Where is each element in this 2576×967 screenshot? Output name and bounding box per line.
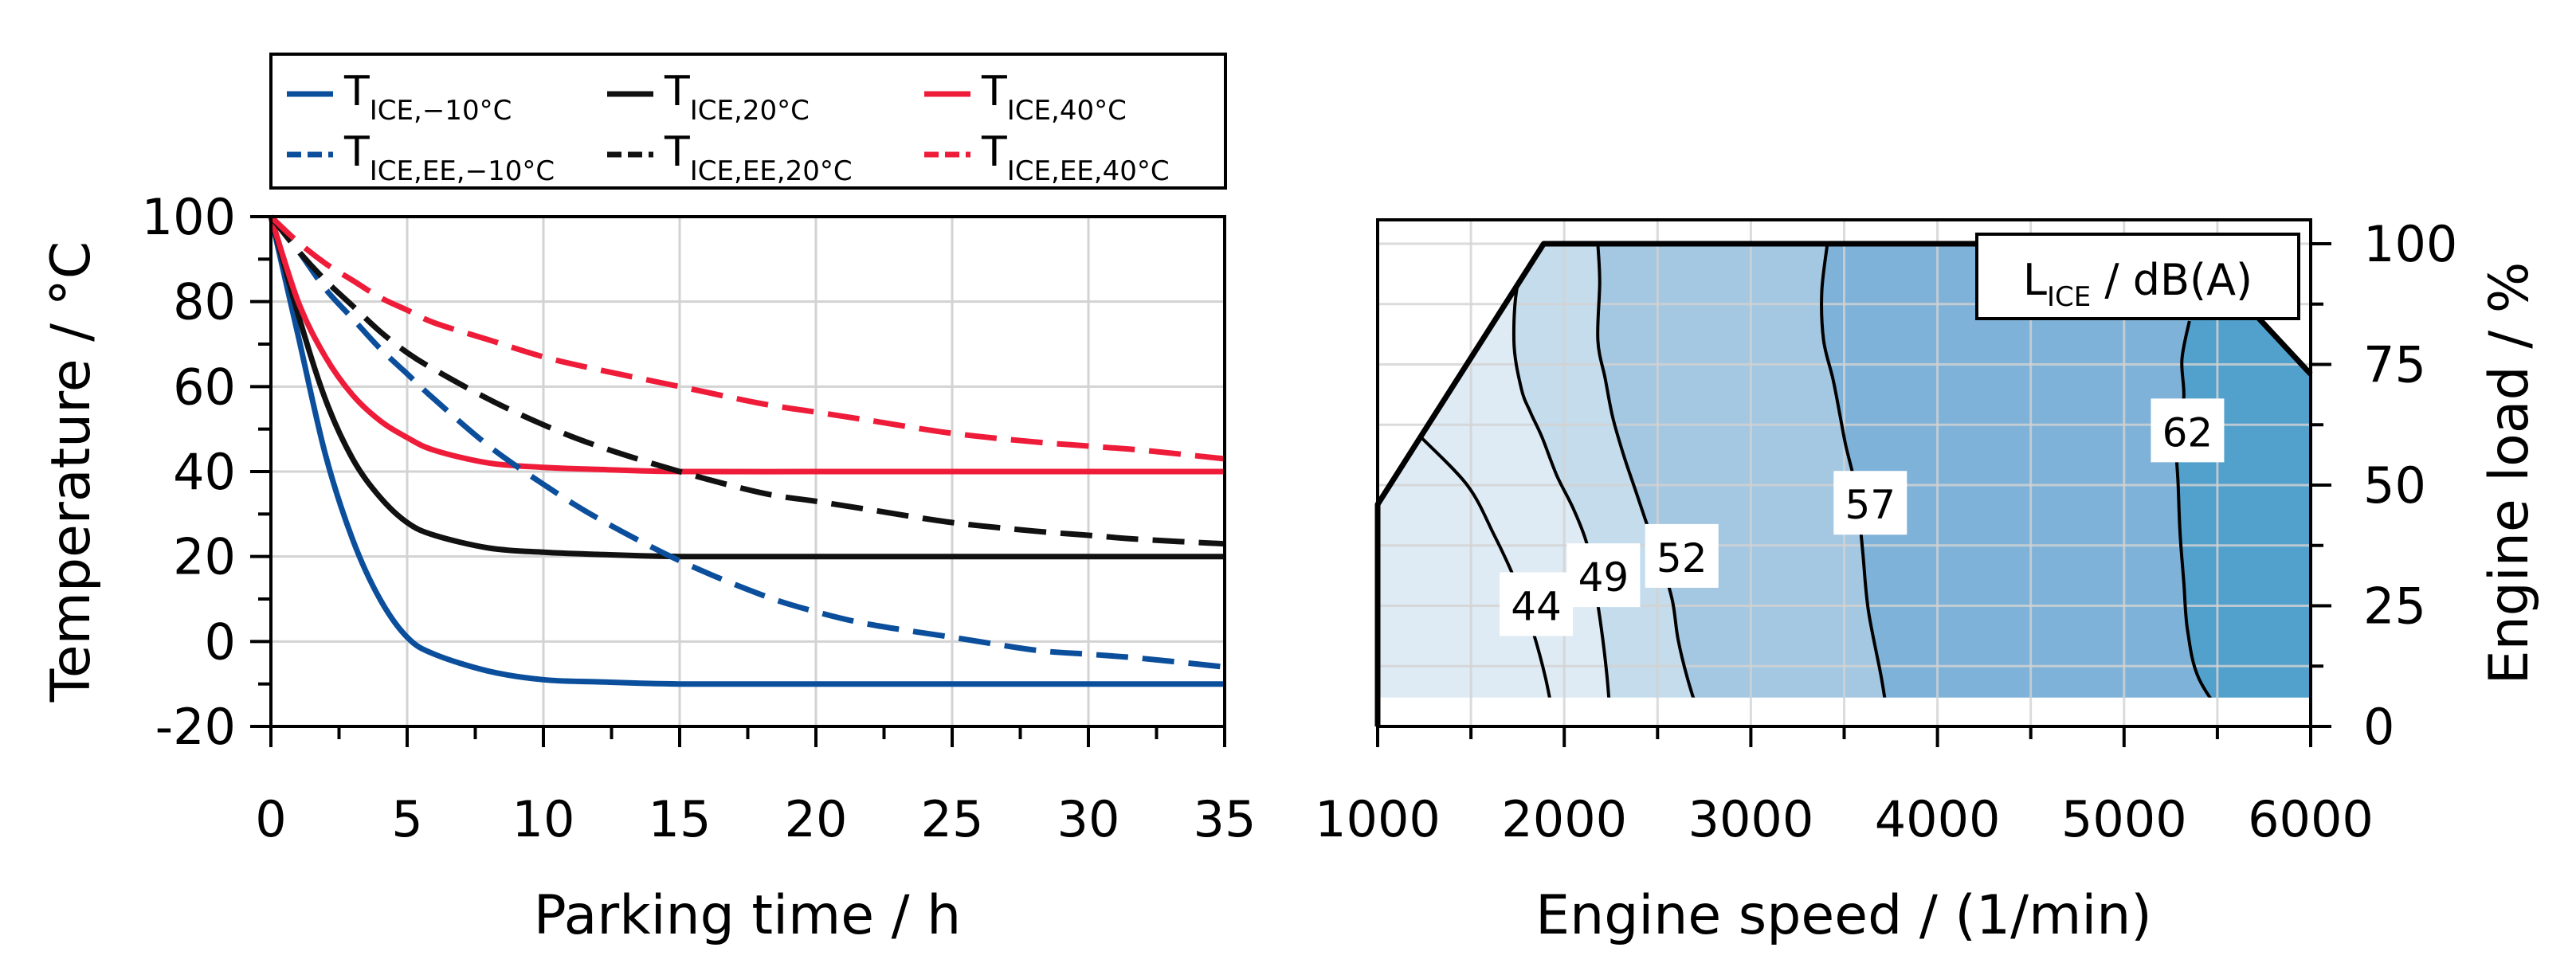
- left-x-tick-label: 10: [512, 790, 575, 848]
- left-x-axis-label: Parking time / h: [534, 884, 962, 947]
- legend-label: TICE,40°C: [981, 68, 1127, 127]
- right-y-tick-labels: 100 75 50 25 0: [2363, 215, 2457, 756]
- contour-label-text: 49: [1578, 554, 1629, 601]
- right-y-tick-label: 100: [2363, 215, 2457, 273]
- right-x-tick-label: 4000: [1875, 790, 2001, 848]
- left-tick-marks: [250, 215, 1226, 747]
- colorbar-label: LICE / dB(A): [2023, 255, 2253, 313]
- left-y-axis-label: Temperature / °C: [40, 241, 103, 703]
- legend-entries: TICE,−10°C TICE,20°C TICE,40°C TICE,EE,−10°…: [287, 68, 1170, 187]
- contour-52: [1596, 244, 1704, 698]
- right-x-axis-label: Engine speed / (1/min): [1535, 884, 2152, 947]
- parking-time-temperature-chart: 0 5 10 15 20 25 30 35 100 80 60 40 20 0 -20 Parking t…: [40, 188, 1256, 947]
- colorbar-label-box: LICE / dB(A): [1975, 233, 2300, 320]
- legend-label: TICE,EE,20°C: [664, 128, 853, 187]
- left-y-tick-label: 0: [205, 613, 236, 671]
- left-y-tick-label: -20: [155, 698, 236, 756]
- contour-label-52: 52: [1645, 523, 1719, 588]
- contour-label-62: 62: [2151, 398, 2225, 463]
- contour-49: [1511, 244, 1613, 698]
- left-y-tick-labels: 100 80 60 40 20 0 -20: [142, 188, 236, 756]
- left-x-tick-label: 25: [921, 790, 984, 848]
- left-x-tick-label: 15: [649, 790, 712, 848]
- right-y-tick-label: 75: [2363, 336, 2426, 394]
- contour-label-bg: [2151, 398, 2225, 463]
- contour-label-bg: [1500, 572, 1574, 636]
- contour-label-bg: [1833, 471, 1907, 535]
- contour-label-57: 57: [1833, 471, 1907, 535]
- right-x-tick-label: 5000: [2061, 790, 2187, 848]
- series-line: [269, 214, 1225, 547]
- left-series-group: [268, 214, 1225, 687]
- contour-label-bg: [1645, 523, 1719, 588]
- left-y-tick-label: 80: [173, 273, 236, 331]
- series-line: [269, 214, 1225, 462]
- contour-level-labels: 44 49 52 57 62: [1500, 398, 2225, 636]
- contour-62: [2174, 320, 2232, 698]
- series-line: [268, 215, 1225, 475]
- contour-label-49: 49: [1566, 543, 1641, 608]
- contour-label-text: 52: [1657, 535, 1708, 581]
- right-y-axis-label: Engine load / %: [2478, 262, 2541, 685]
- series-line: [269, 214, 1225, 670]
- colorbar-label-frame: [1975, 233, 2300, 320]
- left-x-tick-label: 0: [255, 790, 286, 848]
- right-x-tick-label: 2000: [1501, 790, 1627, 848]
- right-x-tick-label: 3000: [1688, 790, 1814, 848]
- left-x-tick-label: 30: [1057, 790, 1120, 848]
- left-y-tick-label: 60: [173, 358, 236, 416]
- legend-label: TICE,20°C: [664, 68, 810, 127]
- right-y-tick-label: 50: [2363, 456, 2426, 515]
- right-x-tick-label: 1000: [1315, 790, 1441, 848]
- right-y-tick-label: 25: [2363, 577, 2426, 636]
- contour-label-text: 44: [1511, 584, 1562, 630]
- contour-label-bg: [1566, 543, 1641, 608]
- left-y-tick-label: 20: [173, 528, 236, 586]
- left-x-tick-label: 35: [1194, 790, 1257, 848]
- legend: TICE,−10°C TICE,20°C TICE,40°C TICE,EE,−10°…: [269, 53, 1227, 190]
- left-x-tick-labels: 0 5 10 15 20 25 30 35: [255, 790, 1256, 848]
- contour-label-44: 44: [1500, 572, 1574, 636]
- left-x-tick-label: 20: [785, 790, 848, 848]
- left-y-tick-label: 100: [142, 188, 236, 246]
- right-y-tick-label: 0: [2363, 698, 2394, 756]
- right-x-tick-label: 6000: [2248, 790, 2374, 848]
- legend-label: TICE,EE,40°C: [981, 128, 1170, 187]
- right-x-tick-labels: 1000 2000 3000 4000 5000 6000: [1315, 790, 2374, 848]
- legend-label: TICE,EE,−10°C: [343, 128, 555, 187]
- right-tick-marks: [1376, 242, 2331, 747]
- legend-frame: [269, 53, 1227, 190]
- contour-label-text: 57: [1845, 482, 1896, 528]
- left-x-tick-label: 5: [391, 790, 422, 848]
- contour-label-text: 62: [2162, 409, 2213, 456]
- engine-noise-map-chart: 1000 2000 3000 4000 5000 6000 100 75 50 25 0 44 49…: [1315, 215, 2541, 947]
- series-line: [268, 216, 1225, 687]
- series-line: [268, 216, 1225, 560]
- left-y-tick-label: 40: [173, 443, 236, 501]
- legend-label: TICE,−10°C: [343, 68, 512, 127]
